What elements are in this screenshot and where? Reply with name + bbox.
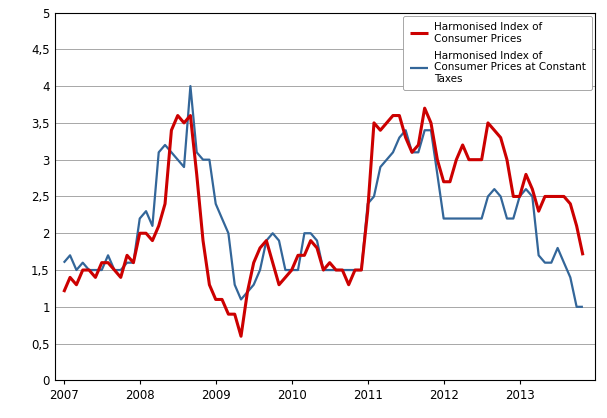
Harmonised Index of
Consumer Prices [421,106,429,111]
Legend: Harmonised Index of
Consumer Prices, Harmonised Index of
Consumer Prices at Cons: Harmonised Index of Consumer Prices, Har… [404,15,592,90]
Harmonised Index of
Consumer Prices at Constant
Taxes [579,304,586,309]
Harmonised Index of
Consumer Prices [136,231,143,236]
Harmonised Index of
Consumer Prices [168,128,175,133]
Harmonised Index of
Consumer Prices at Constant
Taxes [92,268,99,273]
Harmonised Index of
Consumer Prices at Constant
Taxes [377,165,384,170]
Harmonised Index of
Consumer Prices at Constant
Taxes [60,260,67,265]
Harmonised Index of
Consumer Prices at Constant
Taxes [440,216,447,221]
Harmonised Index of
Consumer Prices [446,179,453,184]
Harmonised Index of
Consumer Prices at Constant
Taxes [573,304,580,309]
Line: Harmonised Index of
Consumer Prices at Constant
Taxes: Harmonised Index of Consumer Prices at C… [64,86,583,307]
Harmonised Index of
Consumer Prices at Constant
Taxes [168,150,175,155]
Harmonised Index of
Consumer Prices [237,334,245,339]
Line: Harmonised Index of
Consumer Prices: Harmonised Index of Consumer Prices [64,108,583,336]
Harmonised Index of
Consumer Prices at Constant
Taxes [136,216,143,221]
Harmonised Index of
Consumer Prices at Constant
Taxes [187,84,194,89]
Harmonised Index of
Consumer Prices [478,157,485,162]
Harmonised Index of
Consumer Prices [377,128,384,133]
Harmonised Index of
Consumer Prices at Constant
Taxes [472,216,479,221]
Harmonised Index of
Consumer Prices [60,290,67,295]
Harmonised Index of
Consumer Prices [579,253,586,258]
Harmonised Index of
Consumer Prices [92,275,99,280]
